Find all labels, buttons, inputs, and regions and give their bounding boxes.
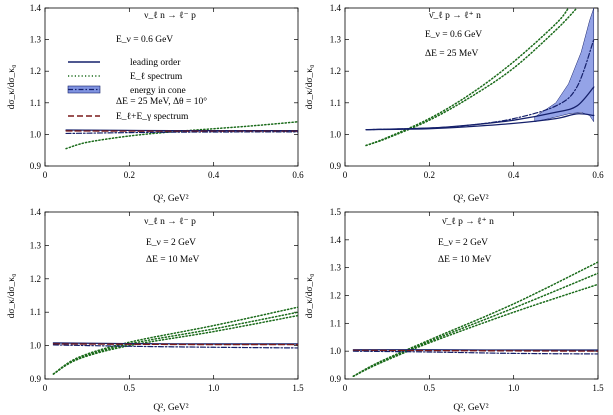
series-dashdot-line (365, 39, 595, 131)
x-tick-label: 0 (343, 170, 348, 180)
y-tick-label: 1.1 (30, 307, 41, 317)
plot-frame (344, 7, 599, 167)
x-axis-label: Q², GeV² (153, 403, 188, 413)
x-tick-label: 0.5 (124, 383, 136, 393)
axis-ticks: 0 0.5 1.0 1.5 0.9 1.0 1.1 1.2 1.3 1.4 1.5 (330, 207, 604, 393)
y-tick-label: 1.4 (330, 3, 342, 13)
process-label: ν̄_ℓ p → ℓ⁺ n (442, 217, 494, 227)
y-axis-label: dσ_κ/dσ_κ₀ (7, 274, 17, 319)
axis-ticks: 0 0.2 0.4 0.6 0.9 1.0 1.1 1.2 1.3 1.4 (330, 3, 604, 180)
y-tick-label: 1.0 (330, 129, 342, 139)
series-dashed-line (52, 343, 298, 346)
x-tick-label: 0.6 (292, 170, 304, 180)
y-tick-label: 0.9 (30, 161, 42, 171)
y-tick-label: 1.3 (30, 35, 42, 45)
y-tick-label: 1.2 (30, 66, 41, 76)
series-dotted-line (52, 306, 298, 375)
y-tick-label: 1.1 (30, 98, 41, 108)
y-axis-label: dσ_κ/dσ_κ₀ (305, 65, 315, 110)
y-tick-label: 0.9 (330, 374, 342, 384)
x-axis-label: Q², GeV² (153, 194, 188, 204)
y-axis-label: dσ_κ/dσ_κ₀ (305, 274, 315, 319)
y-tick-label: 1.3 (330, 35, 342, 45)
legend-label: leading order (130, 58, 181, 68)
y-tick-label: 1.3 (30, 240, 42, 250)
axis-ticks: 0 0.2 0.4 0.6 0.9 1.0 1.1 1.2 1.3 1.4 (30, 3, 304, 180)
x-tick-label: 0.5 (424, 383, 436, 393)
y-tick-label: 1.3 (330, 263, 342, 273)
axis-ticks: 0 0.5 1.0 1.5 0.9 1.0 1.1 1.2 1.3 1.4 (30, 207, 304, 393)
annotation-delta: ΔE = 10 MeV (146, 255, 200, 265)
series-solid-line (52, 342, 298, 345)
x-tick-label: 0.2 (124, 170, 135, 180)
annotation-energy: E_ν = 2 GeV (146, 238, 196, 248)
y-tick-label: 1.2 (330, 291, 341, 301)
legend-label: ΔE = 25 MeV, Δθ = 10° (116, 96, 207, 107)
panel-bottom-left: 0 0.5 1.0 1.5 0.9 1.0 1.1 1.2 1.3 1.4 ν_ℓ n → ℓ⁻ … (7, 207, 304, 413)
legend-label: E_ℓ+E_γ spectrum (116, 112, 189, 122)
y-tick-label: 1.4 (30, 207, 42, 217)
series-dotted-line (352, 272, 598, 377)
y-tick-label: 0.9 (30, 374, 42, 384)
x-tick-label: 0.4 (508, 170, 520, 180)
x-tick-label: 1.5 (292, 383, 304, 393)
series-layer (365, 8, 595, 147)
series-dashdot-line (352, 350, 598, 355)
annotation-energy: E_ν = 0.6 GeV (425, 30, 482, 40)
band-layer (534, 8, 595, 123)
annotation-delta: ΔE = 10 MeV (438, 255, 492, 265)
annotation-energy: E_ν = 0.6 GeV (116, 35, 173, 45)
panel-top-right: 0 0.2 0.4 0.6 0.9 1.0 1.1 1.2 1.3 1.4 ν̄_ℓ p → ℓ⁺… (305, 3, 604, 204)
legend-label: E_ℓ spectrum (130, 72, 183, 82)
x-tick-label: 0 (43, 383, 48, 393)
panel-bottom-right: 0 0.5 1.0 1.5 0.9 1.0 1.1 1.2 1.3 1.4 1.5 ν̄_ℓ p →… (305, 207, 604, 413)
panel-top-left: 0 0.2 0.4 0.6 0.9 1.0 1.1 1.2 1.3 1.4 ν_ℓ n → ℓ⁻ … (7, 3, 304, 204)
annotation-delta: ΔE = 25 MeV (425, 49, 479, 59)
series-solid-line (65, 129, 298, 132)
y-tick-label: 0.9 (330, 161, 342, 171)
x-tick-label: 1.0 (508, 383, 520, 393)
process-label: ν_ℓ n → ℓ⁻ p (144, 217, 196, 227)
series-dashdot-line (65, 131, 298, 135)
plot-frame (44, 211, 299, 380)
y-tick-label: 1.0 (30, 129, 42, 139)
series-layer (52, 306, 298, 375)
y-tick-label: 1.0 (30, 341, 42, 351)
y-tick-label: 1.1 (330, 318, 341, 328)
y-tick-label: 1.2 (30, 274, 41, 284)
y-tick-label: 1.4 (330, 235, 342, 245)
y-tick-label: 1.1 (330, 98, 341, 108)
series-dashed-line (352, 349, 598, 352)
x-tick-label: 0.2 (424, 170, 435, 180)
x-tick-label: 0.4 (208, 170, 220, 180)
y-tick-label: 1.0 (330, 346, 342, 356)
x-tick-label: 0 (43, 170, 48, 180)
energy-cone-band (534, 8, 595, 123)
annotation-energy: E_ν = 2 GeV (438, 238, 488, 248)
x-axis-label: Q², GeV² (453, 403, 488, 413)
legend: leading order E_ℓ spectrum energy in con… (67, 58, 207, 122)
y-tick-label: 1.5 (330, 207, 342, 217)
series-solid-line (365, 113, 595, 131)
series-dashdot-line (52, 344, 298, 349)
series-dotted-line (365, 8, 570, 147)
plot-frame (44, 7, 299, 167)
legend-label: energy in cone (130, 86, 186, 96)
series-dotted-line (365, 8, 578, 147)
process-label: ν̄_ℓ p → ℓ⁺ n (429, 11, 481, 21)
x-tick-label: 0.6 (592, 170, 604, 180)
process-label: ν_ℓ n → ℓ⁻ p (144, 11, 196, 21)
x-axis-label: Q², GeV² (453, 194, 488, 204)
y-axis-label: dσ_κ/dσ_κ₀ (7, 65, 17, 110)
y-tick-label: 1.2 (330, 66, 341, 76)
series-dotted-line (352, 283, 598, 377)
x-tick-label: 1.5 (592, 383, 604, 393)
x-tick-label: 0 (343, 383, 348, 393)
series-layer (352, 261, 598, 377)
series-dotted-line (65, 121, 298, 150)
x-tick-label: 1.0 (208, 383, 220, 393)
series-layer (65, 121, 298, 150)
y-tick-label: 1.4 (30, 3, 42, 13)
